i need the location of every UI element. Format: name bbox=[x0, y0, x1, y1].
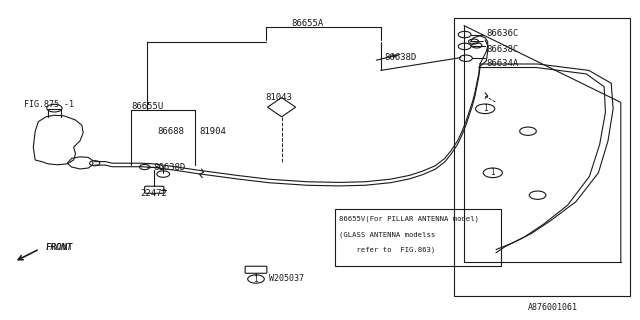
Text: 81904: 81904 bbox=[200, 127, 227, 136]
Text: 86636C: 86636C bbox=[486, 29, 518, 38]
Text: FRONT: FRONT bbox=[46, 243, 73, 252]
Text: (GLASS ANTENNA modelss: (GLASS ANTENNA modelss bbox=[339, 231, 435, 238]
Bar bbox=[335, 209, 501, 266]
Text: 1: 1 bbox=[253, 275, 259, 284]
Text: A876001061: A876001061 bbox=[528, 303, 578, 312]
Text: FIG.875 -1: FIG.875 -1 bbox=[24, 100, 74, 109]
Text: 1: 1 bbox=[483, 104, 488, 113]
Text: 86638D: 86638D bbox=[384, 53, 416, 62]
Text: 86688: 86688 bbox=[157, 127, 184, 136]
Text: 81043: 81043 bbox=[266, 93, 292, 102]
Text: 86634A: 86634A bbox=[486, 60, 518, 68]
Text: 1: 1 bbox=[490, 168, 495, 177]
Text: 86655A: 86655A bbox=[291, 19, 323, 28]
Text: 86638D: 86638D bbox=[154, 163, 186, 172]
Text: FRONT: FRONT bbox=[46, 243, 73, 252]
Text: 86655U: 86655U bbox=[131, 102, 163, 111]
Text: refer to  FIG.863): refer to FIG.863) bbox=[339, 246, 435, 253]
Text: 86638C: 86638C bbox=[486, 45, 518, 54]
Text: W205037: W205037 bbox=[269, 274, 304, 283]
Text: 22472: 22472 bbox=[141, 189, 168, 198]
Bar bbox=[454, 18, 630, 296]
Text: 86655V(For PILLAR ANTENNA model): 86655V(For PILLAR ANTENNA model) bbox=[339, 216, 479, 222]
